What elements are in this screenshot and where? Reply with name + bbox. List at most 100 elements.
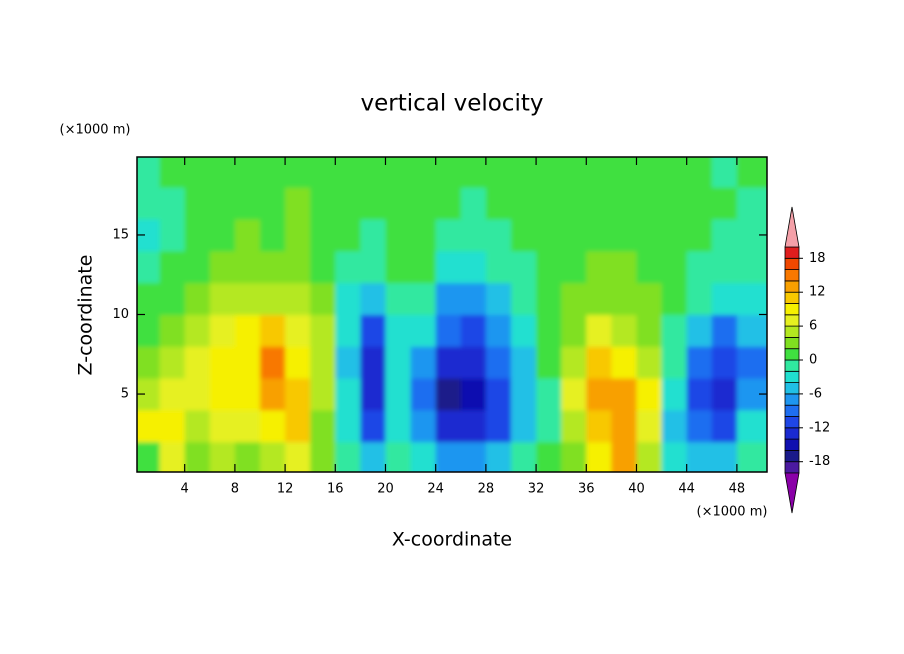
contour-cell bbox=[137, 409, 161, 443]
contour-cell bbox=[159, 187, 186, 220]
contour-cell bbox=[435, 409, 462, 443]
contour-cell bbox=[636, 187, 663, 220]
contour-cell bbox=[711, 282, 738, 315]
contour-cell bbox=[611, 441, 637, 472]
contour-cell bbox=[586, 187, 612, 220]
colorbar-box bbox=[784, 291, 800, 304]
contour-cell bbox=[711, 346, 738, 379]
contour-cell bbox=[184, 187, 211, 220]
x-tick-label: 20 bbox=[377, 482, 394, 497]
contour-cell bbox=[510, 250, 537, 284]
contour-cell bbox=[586, 409, 612, 443]
contour-cell bbox=[360, 346, 386, 379]
contour-cell bbox=[736, 282, 767, 315]
cells bbox=[137, 157, 767, 472]
contour-cell bbox=[209, 187, 236, 220]
contour-cell bbox=[561, 346, 587, 379]
contour-cell bbox=[661, 157, 688, 188]
contour-cell bbox=[410, 250, 437, 284]
contour-cell bbox=[485, 378, 512, 411]
x-tick-label: 16 bbox=[327, 482, 344, 497]
contour-cell bbox=[561, 157, 587, 188]
contour-cell bbox=[686, 250, 713, 284]
contour-cell bbox=[285, 378, 311, 411]
contour-cell bbox=[159, 219, 186, 252]
contour-cell bbox=[711, 314, 738, 347]
contour-cell bbox=[385, 157, 412, 188]
contour-cell bbox=[285, 409, 311, 443]
contour-cell bbox=[661, 282, 688, 315]
contour-cell bbox=[184, 441, 211, 472]
contour-cell bbox=[310, 282, 336, 315]
contour-cell bbox=[586, 346, 612, 379]
contour-cell bbox=[159, 157, 186, 188]
x-tick-label: 24 bbox=[427, 482, 444, 497]
contour-cell bbox=[460, 409, 487, 443]
contour-cell bbox=[561, 282, 587, 315]
contour-cell bbox=[636, 441, 663, 472]
x-tick-label: 48 bbox=[729, 482, 746, 497]
contour-cell bbox=[385, 409, 412, 443]
y-tick-label: 10 bbox=[112, 307, 129, 322]
contour-cell bbox=[335, 250, 361, 284]
contour-cell bbox=[385, 346, 412, 379]
contour-cell bbox=[335, 314, 361, 347]
contour-cell bbox=[536, 157, 562, 188]
y-tick-label: 5 bbox=[121, 387, 129, 402]
contour-cell bbox=[184, 282, 211, 315]
contour-cell bbox=[736, 378, 767, 411]
contour-cell bbox=[561, 441, 587, 472]
contour-cell bbox=[137, 441, 161, 472]
contour-cell bbox=[209, 346, 236, 379]
contour-cell bbox=[485, 219, 512, 252]
contour-cell bbox=[510, 441, 537, 472]
contour-cell bbox=[259, 346, 286, 379]
colorbar-box bbox=[784, 438, 800, 451]
contour-cell bbox=[310, 378, 336, 411]
x-tick-label: 32 bbox=[528, 482, 545, 497]
contour-cell bbox=[711, 219, 738, 252]
contour-cell bbox=[536, 346, 562, 379]
contour-cell bbox=[234, 250, 261, 284]
contour-cell bbox=[586, 282, 612, 315]
contour-cell bbox=[137, 314, 161, 347]
contour-cell bbox=[209, 157, 236, 188]
contour-cell bbox=[485, 187, 512, 220]
contour-cell bbox=[137, 250, 161, 284]
contour-cell bbox=[159, 346, 186, 379]
contour-cell bbox=[360, 250, 386, 284]
contour-cell bbox=[611, 187, 637, 220]
x-tick-label: 4 bbox=[181, 482, 189, 497]
contour-cell bbox=[711, 409, 738, 443]
contour-cell bbox=[561, 187, 587, 220]
contour-cell bbox=[285, 346, 311, 379]
contour-cell bbox=[611, 282, 637, 315]
contour-cell bbox=[485, 346, 512, 379]
contour-cell bbox=[736, 219, 767, 252]
contour-cell bbox=[435, 219, 462, 252]
contour-cell bbox=[209, 314, 236, 347]
contour-cell bbox=[385, 219, 412, 252]
contour-cell bbox=[611, 219, 637, 252]
colorbar-box bbox=[784, 461, 800, 474]
contour-cell bbox=[686, 346, 713, 379]
contour-cell bbox=[410, 378, 437, 411]
contour-cell bbox=[209, 409, 236, 443]
contour-cell bbox=[561, 219, 587, 252]
contour-cell bbox=[686, 314, 713, 347]
contour-cell bbox=[310, 157, 336, 188]
colorbar-box bbox=[784, 393, 800, 406]
contour-cell bbox=[137, 378, 161, 411]
contour-cell bbox=[259, 282, 286, 315]
contour-cell bbox=[137, 219, 161, 252]
colorbar-bottom-triangle bbox=[784, 472, 800, 514]
contour-cell bbox=[259, 187, 286, 220]
y-axis-label: Z-coordinate bbox=[75, 255, 97, 376]
contour-cell bbox=[636, 282, 663, 315]
contour-cell bbox=[686, 378, 713, 411]
contour-cell bbox=[711, 441, 738, 472]
contour-cell bbox=[510, 314, 537, 347]
contour-cell bbox=[460, 250, 487, 284]
contour-cell bbox=[485, 157, 512, 188]
colorbar-top-triangle bbox=[784, 206, 800, 248]
